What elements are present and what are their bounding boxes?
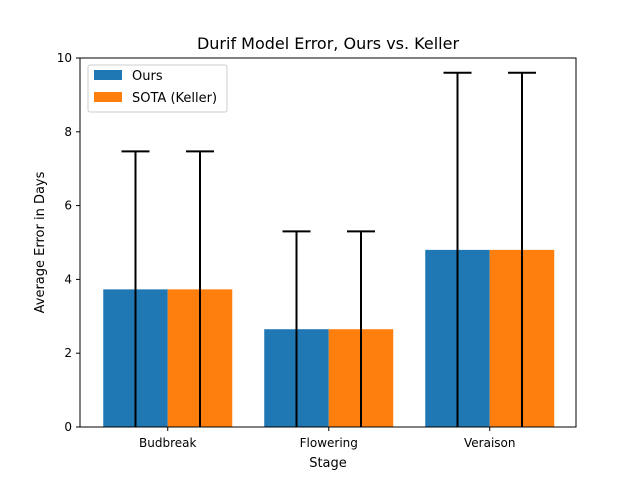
x-axis: Budbreak Flowering Veraison <box>139 427 515 450</box>
legend: Ours SOTA (Keller) <box>87 64 228 113</box>
x-tick-label-budbreak: Budbreak <box>139 436 196 450</box>
chart-title: Durif Model Error, Ours vs. Keller <box>197 34 459 53</box>
bars-group <box>103 249 555 427</box>
legend-label-sota: SOTA (Keller) <box>132 91 217 106</box>
y-tick-label: 0 <box>64 420 72 434</box>
error-bars-group <box>121 71 536 427</box>
x-axis-label: Stage <box>309 456 347 471</box>
y-tick-label: 2 <box>64 346 72 360</box>
plot-area-frame <box>79 57 577 428</box>
legend-label-ours: Ours <box>132 69 163 84</box>
y-tick-label: 6 <box>64 199 72 213</box>
y-axis-label: Average Error in Days <box>33 171 48 313</box>
legend-swatch-ours <box>94 70 122 80</box>
y-axis: 0 2 4 6 8 10 <box>57 51 80 434</box>
y-tick-label: 4 <box>64 272 72 286</box>
x-tick-label-flowering: Flowering <box>300 436 358 450</box>
y-tick-label: 10 <box>57 51 72 65</box>
y-tick-label: 8 <box>64 125 72 139</box>
legend-box <box>87 64 228 113</box>
x-tick-label-veraison: Veraison <box>464 436 515 450</box>
legend-swatch-sota <box>94 92 122 102</box>
